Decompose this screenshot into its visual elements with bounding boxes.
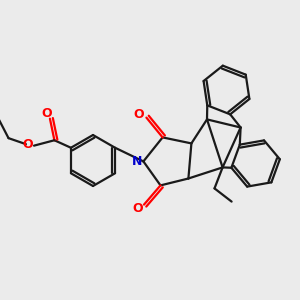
Text: O: O	[132, 202, 143, 215]
Text: O: O	[22, 138, 33, 151]
Text: O: O	[42, 107, 52, 120]
Text: N: N	[132, 155, 142, 168]
Text: O: O	[134, 108, 144, 121]
